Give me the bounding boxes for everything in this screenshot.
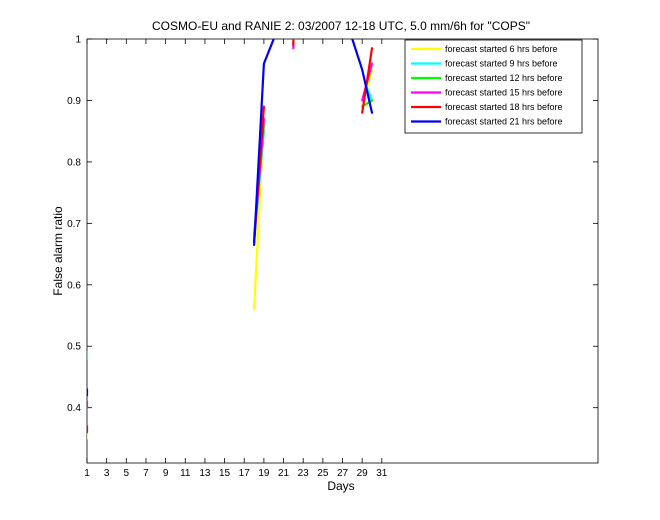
series-line-5 [361, 47, 374, 114]
x-tick-label: 17 [239, 468, 251, 479]
x-tick-label: 15 [219, 468, 231, 479]
x-tick-label: 19 [258, 468, 270, 479]
x-tick-label: 27 [337, 468, 349, 479]
x-tick-label: 7 [143, 468, 149, 479]
x-axis-label: Days [327, 479, 354, 493]
series-line-1 [366, 68, 374, 90]
y-tick-label: 0.6 [67, 280, 81, 291]
legend-label: forecast started 15 hrs before [445, 88, 563, 98]
x-tick-label: 31 [376, 468, 388, 479]
x-tick-label: 23 [298, 468, 310, 479]
y-tick-label: 0.4 [67, 403, 81, 414]
x-tick-label: 13 [199, 468, 211, 479]
y-tick-label: 0.8 [67, 157, 81, 168]
x-tick-label: 29 [357, 468, 369, 479]
series-line-6 [253, 39, 275, 246]
legend-box [404, 39, 583, 134]
y-tick-label: 0.5 [67, 342, 81, 353]
x-tick-label: 9 [163, 468, 169, 479]
series-line-6 [351, 39, 374, 114]
y-axis-label: False alarm ratio [51, 206, 65, 296]
x-tick-label: 21 [278, 468, 290, 479]
legend-label: forecast started 12 hrs before [445, 73, 563, 83]
x-tick-label: 5 [124, 468, 130, 479]
x-tick-label: 25 [317, 468, 329, 479]
x-tick-label: 1 [84, 468, 90, 479]
x-tick-label: 11 [180, 468, 191, 479]
legend-label: forecast started 21 hrs before [445, 117, 563, 127]
legend-label: forecast started 18 hrs before [445, 102, 563, 112]
y-axis: 0.4 0.5 0.6 0.7 0.8 0.9 1 [67, 35, 598, 414]
legend-label: forecast started 9 hrs before [445, 59, 558, 69]
y-tick-label: 1 [75, 35, 81, 46]
y-tick-label: 0.9 [67, 96, 81, 107]
legend: forecast started 6 hrs before forecast st… [404, 39, 583, 134]
series-lines [87, 39, 374, 440]
x-tick-label: 3 [104, 468, 110, 479]
legend-label: forecast started 6 hrs before [445, 44, 558, 54]
x-axis: 1 3 5 7 9 11 13 15 17 19 21 23 25 27 29 31 [84, 39, 388, 479]
y-tick-label: 0.7 [67, 219, 81, 230]
chart-title: COSMO-EU and RANIE 2: 03/2007 12-18 UTC,… [152, 19, 530, 33]
